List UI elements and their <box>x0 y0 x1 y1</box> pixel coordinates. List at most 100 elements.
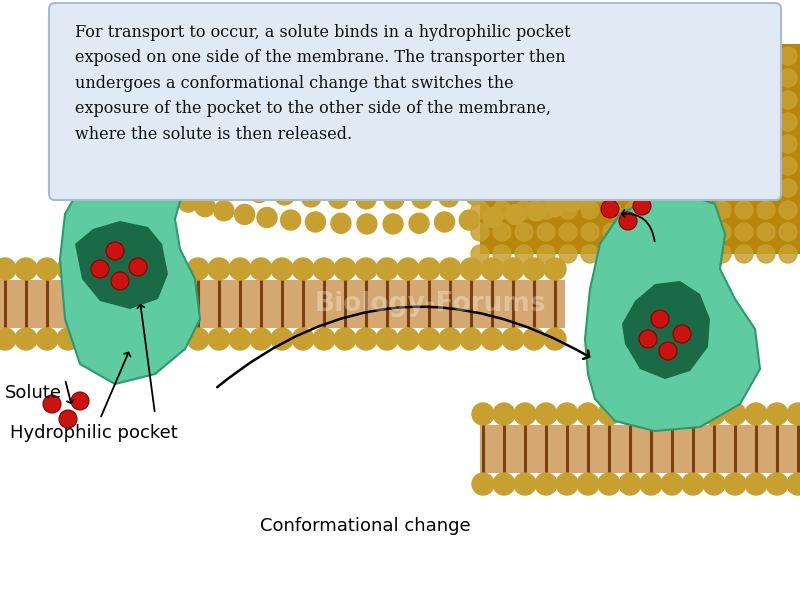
Circle shape <box>562 192 582 212</box>
Circle shape <box>713 223 731 241</box>
Circle shape <box>577 473 599 495</box>
Circle shape <box>292 328 314 350</box>
Circle shape <box>647 69 665 87</box>
Circle shape <box>514 473 536 495</box>
Circle shape <box>779 91 797 109</box>
Circle shape <box>225 179 245 199</box>
Circle shape <box>757 47 775 65</box>
Circle shape <box>120 258 142 280</box>
Bar <box>480 425 800 473</box>
Circle shape <box>556 403 578 425</box>
Circle shape <box>713 157 731 175</box>
Circle shape <box>376 258 398 280</box>
Circle shape <box>669 113 687 131</box>
Circle shape <box>313 258 335 280</box>
Circle shape <box>625 47 643 65</box>
Circle shape <box>214 201 234 221</box>
Circle shape <box>603 69 621 87</box>
Circle shape <box>493 223 511 241</box>
Circle shape <box>625 179 643 197</box>
Circle shape <box>735 223 753 241</box>
Circle shape <box>481 258 503 280</box>
Circle shape <box>36 258 58 280</box>
Circle shape <box>481 328 503 350</box>
Circle shape <box>559 135 577 153</box>
Circle shape <box>625 201 643 219</box>
FancyBboxPatch shape <box>49 3 781 200</box>
Circle shape <box>99 328 121 350</box>
Circle shape <box>779 223 797 241</box>
Polygon shape <box>622 281 710 379</box>
Circle shape <box>559 91 577 109</box>
Circle shape <box>647 135 665 153</box>
Circle shape <box>106 242 124 260</box>
Circle shape <box>691 113 709 131</box>
Circle shape <box>647 179 665 197</box>
Circle shape <box>618 150 638 170</box>
Polygon shape <box>60 161 200 384</box>
Circle shape <box>779 157 797 175</box>
Circle shape <box>703 473 725 495</box>
Circle shape <box>601 200 619 218</box>
Circle shape <box>603 245 621 263</box>
Circle shape <box>439 328 461 350</box>
Circle shape <box>208 328 230 350</box>
Circle shape <box>493 47 511 65</box>
Circle shape <box>537 245 555 263</box>
Circle shape <box>271 258 293 280</box>
Circle shape <box>647 223 665 241</box>
Circle shape <box>493 403 515 425</box>
Circle shape <box>57 258 79 280</box>
Circle shape <box>506 204 526 225</box>
Circle shape <box>493 245 511 263</box>
Circle shape <box>356 189 376 209</box>
Circle shape <box>334 258 356 280</box>
Circle shape <box>603 157 621 175</box>
Circle shape <box>459 210 479 230</box>
Circle shape <box>129 258 147 276</box>
Circle shape <box>502 328 524 350</box>
Circle shape <box>633 197 651 215</box>
Circle shape <box>581 47 599 65</box>
Circle shape <box>229 328 251 350</box>
Circle shape <box>669 223 687 241</box>
Circle shape <box>328 188 348 208</box>
Circle shape <box>515 69 533 87</box>
Circle shape <box>735 69 753 87</box>
Circle shape <box>306 212 326 232</box>
Circle shape <box>0 258 16 280</box>
Circle shape <box>598 403 620 425</box>
Circle shape <box>558 171 578 191</box>
Circle shape <box>745 473 767 495</box>
Circle shape <box>576 187 596 207</box>
Circle shape <box>581 113 599 131</box>
Circle shape <box>357 214 377 234</box>
Circle shape <box>515 179 535 199</box>
Circle shape <box>78 258 100 280</box>
Circle shape <box>669 135 687 153</box>
Circle shape <box>515 201 533 219</box>
Circle shape <box>559 201 577 219</box>
Circle shape <box>515 47 533 65</box>
Circle shape <box>603 135 621 153</box>
Circle shape <box>257 207 277 228</box>
Circle shape <box>544 328 566 350</box>
Circle shape <box>91 260 109 278</box>
Circle shape <box>397 328 419 350</box>
Circle shape <box>713 179 731 197</box>
Circle shape <box>493 201 511 219</box>
Circle shape <box>766 473 788 495</box>
Bar <box>0 280 170 328</box>
Circle shape <box>669 201 687 219</box>
Circle shape <box>581 245 599 263</box>
Circle shape <box>669 91 687 109</box>
Circle shape <box>673 325 691 343</box>
Circle shape <box>355 258 377 280</box>
Circle shape <box>281 210 301 230</box>
Circle shape <box>493 473 515 495</box>
Circle shape <box>178 192 198 212</box>
Circle shape <box>409 213 429 233</box>
Text: For transport to occur, a solute binds in a hydrophilic pocket
exposed on one si: For transport to occur, a solute binds i… <box>75 24 570 143</box>
Circle shape <box>471 113 489 131</box>
Circle shape <box>556 473 578 495</box>
